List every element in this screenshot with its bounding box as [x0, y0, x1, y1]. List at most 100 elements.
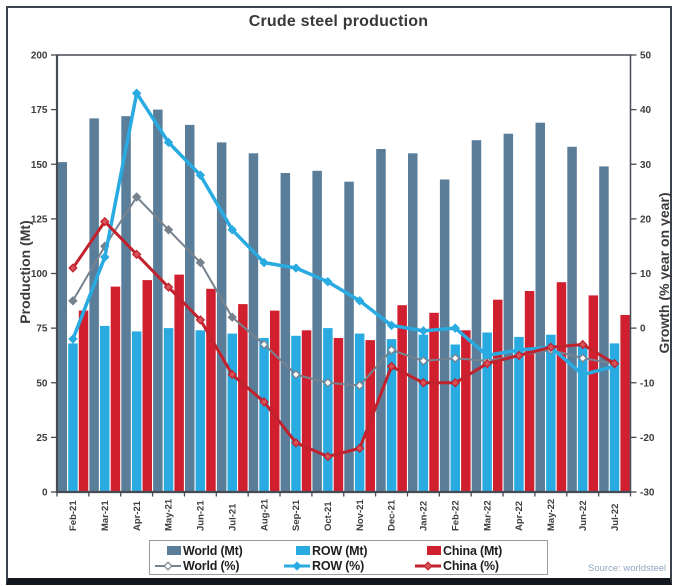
right-tick-label: 20: [640, 214, 652, 225]
bar-world-mt-Nov-21: [344, 181, 354, 492]
source-note: Source: worldsteel: [588, 563, 667, 574]
bar-row-mt-Jul-21: [227, 333, 237, 492]
marker: [546, 342, 556, 352]
bar-world-mt-Jun-22: [567, 146, 577, 492]
x-tick-label-Jun-22: Jun-22: [578, 500, 589, 531]
left-tick-label: 75: [36, 324, 48, 335]
line-path: [71, 220, 617, 458]
bar-row-mt-Jun-21: [195, 330, 206, 492]
marker: [418, 326, 429, 336]
legend-glyph-row: [281, 560, 311, 571]
right-tick-label: -20: [640, 433, 655, 444]
right-tick-label: 50: [640, 51, 652, 62]
marker: [450, 323, 460, 333]
bar-china-mt-May-21: [174, 274, 184, 492]
x-tick-label-Jan-22: Jan-22: [419, 501, 430, 531]
x-axis: Feb-21 Mar-21 Apr-21 May-21 Jun-21 Jul-21 Aug-…: [56, 492, 632, 531]
x-tick-label-Nov-21: Nov-21: [355, 499, 366, 531]
marker: [259, 397, 269, 407]
legend-box: World (Mt) ROW (Mt) China (Mt) World (%) R…: [149, 540, 548, 575]
bar-row-mt-Jun-22: [577, 344, 588, 492]
bar-china-mt-Mar-22: [493, 299, 503, 492]
bar-series-row-mt: [68, 325, 620, 492]
bar-row-mt-Mar-21: [100, 325, 110, 492]
bar-china-mt-Jul-22: [620, 315, 630, 492]
marker: [195, 257, 206, 268]
marker: [227, 225, 237, 235]
bar-row-mt-Apr-21: [131, 331, 142, 492]
legend-label: World (Mt): [183, 543, 243, 558]
marker: [259, 257, 269, 268]
bar-world-mt-Oct-21: [312, 170, 322, 492]
marker: [450, 378, 460, 388]
legend-label: China (Mt): [443, 543, 503, 558]
bar-china-mt-Apr-21: [142, 280, 152, 492]
marker: [291, 369, 301, 380]
bar-china-mt-Jun-21: [206, 288, 216, 492]
bar-row-mt-Dec-21: [386, 339, 397, 492]
bar-china-mt-Dec-21: [397, 305, 407, 492]
bar-row-mt-Oct-21: [323, 328, 333, 492]
bar-china-mt-Nov-21: [365, 340, 375, 492]
bar-series-china-mt: [78, 274, 630, 492]
x-tick-label-Jul-22: Jul-22: [610, 504, 621, 531]
bar-row-mt-Feb-22: [450, 344, 460, 492]
left-axis: 0 25 50 75 100 125 150 175 200: [31, 51, 57, 499]
bar-china-mt-Feb-21: [78, 310, 89, 492]
right-tick-label: 30: [640, 160, 652, 171]
marker: [354, 296, 365, 306]
bar-world-mt-May-22: [535, 122, 545, 492]
x-tick-label-Sep-21: Sep-21: [291, 499, 302, 531]
bar-world-mt-Dec-21: [376, 149, 386, 492]
marker: [323, 451, 333, 462]
bar-china-mt-Apr-22: [524, 291, 535, 492]
left-tick-label: 100: [31, 269, 48, 280]
marker: [259, 339, 269, 350]
bar-row-mt-Mar-22: [482, 332, 492, 492]
bar-world-mt-Sep-21: [280, 173, 291, 492]
marker: [514, 350, 524, 361]
legend-glyph-china-mt: [412, 546, 442, 555]
marker: [131, 249, 142, 260]
bar-world-mt-Mar-21: [89, 118, 99, 492]
x-tick-label-Jul-21: Jul-21: [227, 503, 238, 531]
bar-china-mt-Jul-21: [238, 304, 248, 492]
legend-item-china: China (%): [412, 559, 543, 573]
marker: [163, 137, 174, 148]
bar-china-mt-Aug-21: [270, 310, 280, 492]
legend-label: ROW (Mt): [312, 543, 368, 558]
left-tick-label: 0: [42, 488, 48, 499]
bar-row-mt-Apr-22: [514, 336, 524, 492]
marker: [577, 369, 588, 380]
left-tick-label: 125: [31, 214, 48, 225]
bar-world-mt-Aug-21: [248, 153, 259, 492]
bar-china-mt-Jun-22: [588, 295, 599, 492]
marker: [386, 345, 397, 355]
right-axis: -30 -20 -10 0 10 20 30 40 50: [630, 51, 655, 499]
bar-row-mt-Jul-22: [609, 343, 620, 492]
legend-label: China (%): [443, 558, 499, 573]
right-tick-label: 0: [640, 324, 646, 335]
x-tick-label-Jun-21: Jun-21: [196, 500, 207, 531]
x-tick-label-Apr-22: Apr-22: [514, 501, 525, 531]
marker: [323, 378, 333, 388]
marker: [354, 380, 365, 391]
bar-row-mt-Sep-21: [291, 335, 301, 492]
marker: [68, 296, 78, 306]
bar-china-mt-May-22: [556, 282, 567, 492]
bar-world-mt-Apr-21: [121, 116, 131, 492]
marker: [450, 353, 460, 363]
bar-china-mt-Oct-21: [333, 338, 344, 492]
marker: [131, 192, 142, 202]
marker: [163, 282, 174, 292]
x-tick-label-Apr-21: Apr-21: [132, 500, 143, 531]
marker: [291, 263, 301, 273]
bar-world-mt-Feb-21: [57, 162, 67, 492]
marker: [418, 378, 429, 388]
bar-row-mt-Feb-21: [68, 343, 78, 492]
bar-world-mt-Apr-22: [503, 133, 514, 492]
marker: [609, 358, 620, 369]
legend-glyph-world: [152, 560, 182, 571]
marker: [386, 320, 397, 331]
x-tick-label-Mar-22: Mar-22: [482, 500, 493, 531]
